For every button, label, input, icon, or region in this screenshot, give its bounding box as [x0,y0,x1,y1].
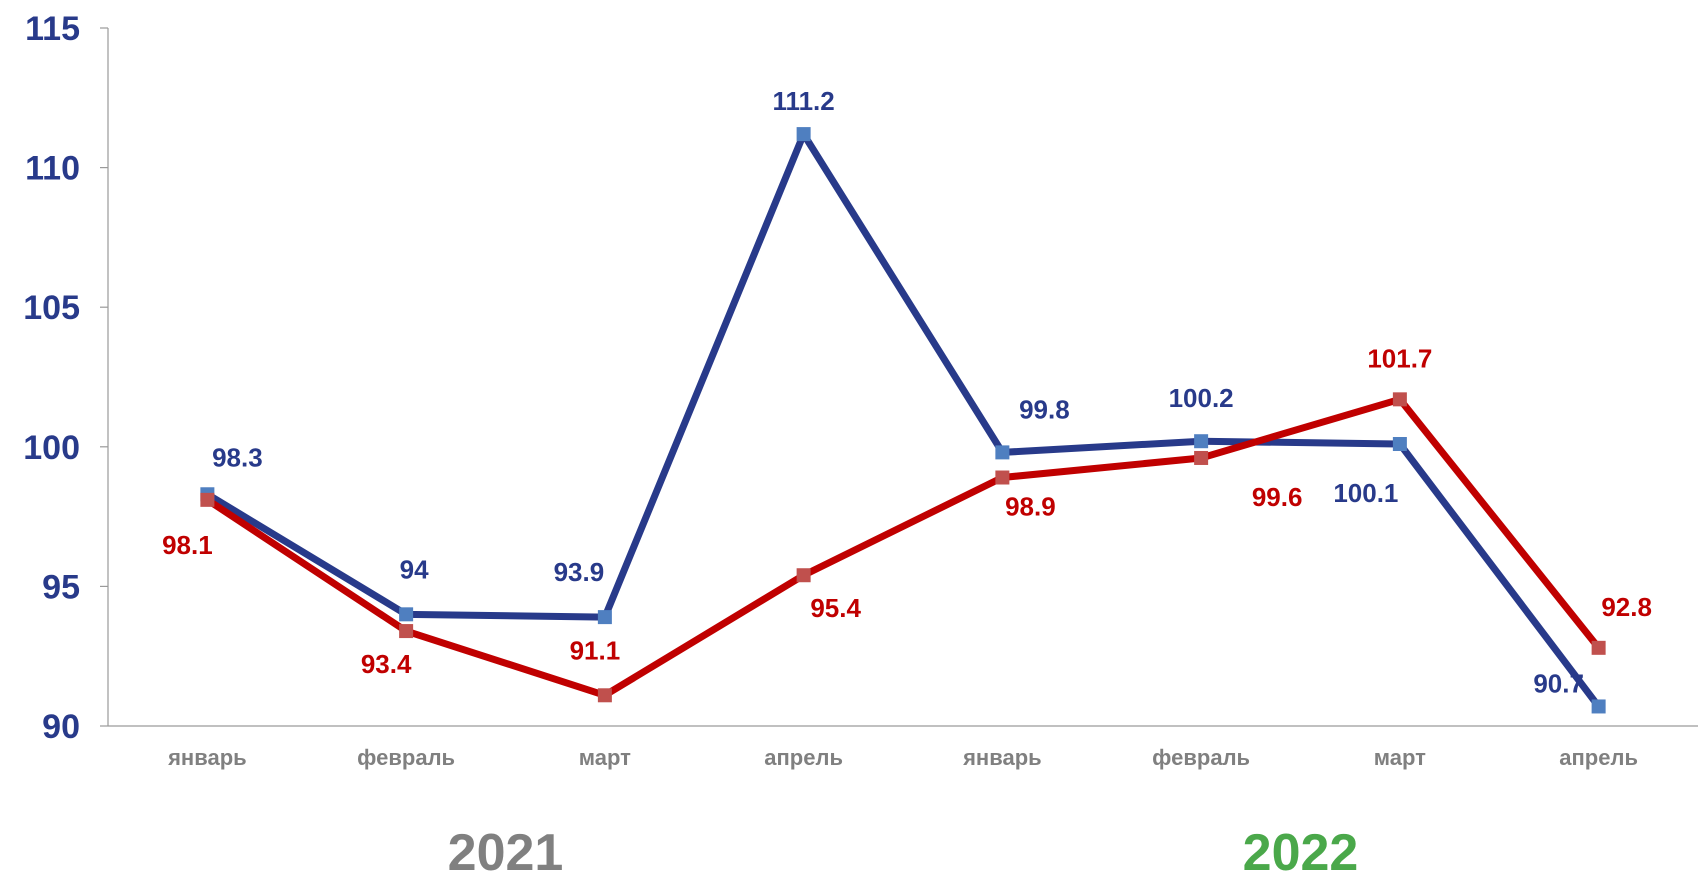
series-2-data-label: 93.4 [361,649,412,679]
series-1-data-label: 93.9 [554,557,605,587]
data-labels: 98.3 94 93.9 111.2 99.8 100.2 100.1 90.7 98.1 93.… [162,86,1652,698]
x-tick-label: февраль [1152,745,1250,770]
series-1-point [597,610,612,625]
series-2-data-label: 98.9 [1005,492,1056,522]
x-tick-label: январь [167,745,247,770]
series-1-point [1194,434,1209,449]
series-2-data-label: 98.1 [162,530,213,560]
series-2-point [597,688,612,703]
y-tick-label: 100 [23,429,80,467]
series-2-point [399,624,414,639]
series-2-point [200,492,215,507]
series-1-point [995,445,1010,460]
x-tick-label: март [1374,745,1426,770]
y-axis-ticks: 90 95 100 105 110 115 [23,10,108,746]
year-label-2021: 2021 [448,824,564,873]
series-1-point [796,127,811,142]
series-2-point [1194,450,1209,465]
series-2-line [203,395,1603,699]
series-2-data-label: 92.8 [1601,592,1652,622]
series-1-data-label: 90.7 [1533,668,1584,698]
x-tick-label: март [579,745,631,770]
y-tick-label: 90 [42,708,80,746]
series-2-data-label: 101.7 [1367,343,1432,373]
axes [107,28,1698,727]
series-1-point [1392,437,1407,452]
series-1-data-label: 98.3 [212,442,263,472]
series-1-data-label: 100.1 [1333,478,1398,508]
y-tick-label: 95 [42,568,80,606]
series-markers [200,127,1606,714]
x-axis-ticks: январь февраль март апрель январь февраль март… [167,745,1638,770]
y-tick-label: 115 [25,10,80,48]
series-1-line [203,130,1603,710]
series-1-data-label: 94 [400,554,429,584]
series-1-point [399,607,414,622]
series-2-point [1392,392,1407,407]
series-1-point [1591,699,1606,714]
series-1-data-label: 100.2 [1169,383,1234,413]
series-2-point [995,470,1010,485]
year-label-2022: 2022 [1243,824,1359,873]
series-1-data-label: 111.2 [773,86,835,116]
x-tick-label: апрель [1559,745,1638,770]
series-1-data-label: 99.8 [1019,394,1070,424]
x-tick-label: февраль [357,745,455,770]
series-2-data-label: 91.1 [570,635,621,665]
x-tick-label: январь [962,745,1042,770]
series-2-point [796,568,811,583]
series-2-point [1591,640,1606,655]
series-2-data-label: 99.6 [1252,482,1303,512]
year-group-labels: 2021 2022 [448,824,1359,873]
series-lines [203,130,1603,710]
y-tick-label: 110 [25,150,80,188]
series-2-data-label: 95.4 [810,593,861,623]
y-tick-label: 105 [23,289,80,327]
x-tick-label: апрель [764,745,843,770]
